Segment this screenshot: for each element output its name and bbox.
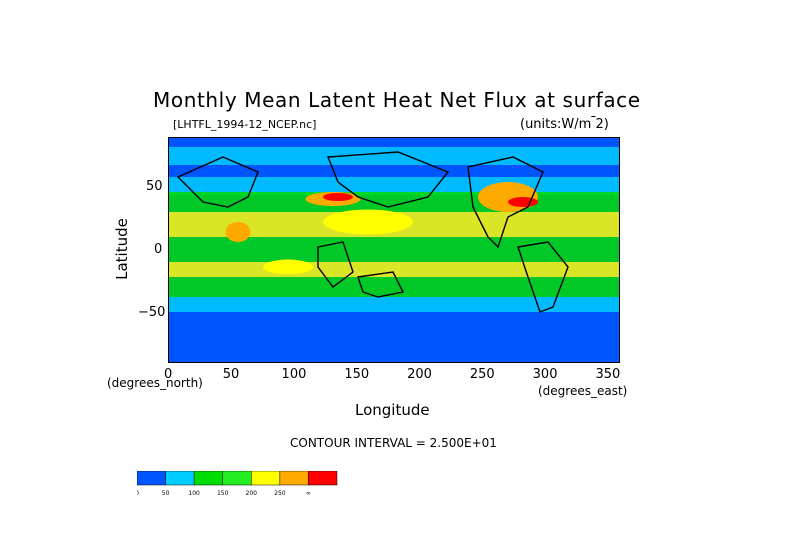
plot-frame	[168, 137, 620, 363]
field-patch	[323, 209, 413, 235]
colorbar-swatch	[308, 471, 338, 486]
colorbar-swatch	[165, 471, 195, 486]
field-band	[168, 297, 620, 312]
colorbar-tick-label: 100	[188, 490, 200, 497]
heatmap-plot	[168, 137, 620, 363]
x-tick-label: 100	[281, 367, 307, 382]
y-tick-label: 0	[154, 242, 163, 257]
x-axis-label: Longitude	[355, 401, 430, 419]
field-patch	[225, 222, 251, 242]
colorbar-swatch	[137, 471, 166, 486]
field-patch	[323, 193, 353, 201]
colorbar-tick-label: 0	[137, 490, 139, 497]
x-unit-label: (degrees_east)	[538, 384, 628, 398]
contour-interval-label: CONTOUR INTERVAL = 2.500E+01	[290, 436, 497, 450]
continent-outline	[317, 241, 354, 288]
colorbar-swatch	[193, 471, 223, 486]
y-axis-label: Latitude	[113, 218, 131, 280]
colorbar-tick-label: 150	[217, 490, 229, 497]
field-band	[168, 192, 620, 212]
colorbar: 0 50 100 150 200 250 ∞	[137, 471, 338, 497]
units-label: (units:W/m 2)	[520, 117, 609, 132]
field-patch	[478, 182, 538, 212]
field-band	[168, 277, 620, 297]
colorbar-swatch	[251, 471, 281, 486]
continent-outline	[517, 241, 569, 313]
x-tick-label: 0	[164, 367, 173, 382]
y-unit-label: (degrees_north)	[107, 376, 203, 390]
continent-outline	[357, 271, 405, 298]
colorbar-tick-label: 200	[246, 490, 258, 497]
colorbar-swatch	[222, 471, 252, 486]
field-band	[168, 237, 620, 262]
continent-outline	[326, 151, 450, 208]
continent-outline	[467, 156, 544, 249]
colorbar-tick-label: ∞	[306, 490, 311, 497]
field-band	[168, 147, 620, 165]
x-tick-label: 300	[532, 367, 558, 382]
x-tick-label: 200	[407, 367, 432, 382]
field-patch	[508, 197, 538, 207]
x-tick-label: 150	[344, 367, 370, 382]
x-tick-label: 50	[222, 367, 240, 382]
colorbar-tick-label: 250	[274, 490, 286, 497]
x-tick-label: 350	[595, 367, 621, 382]
y-tick-label: −50	[138, 304, 166, 320]
file-label: [LHTFL_1994-12_NCEP.nc]	[173, 118, 317, 131]
chart-title: Monthly Mean Latent Heat Net Flux at sur…	[153, 88, 641, 112]
y-tick-label: 50	[146, 179, 163, 195]
field-patch	[263, 259, 313, 275]
colorbar-tick-label: 50	[162, 490, 170, 497]
continent-outline	[176, 156, 259, 208]
colorbar-swatch	[279, 471, 309, 486]
x-tick-label: 250	[469, 367, 495, 382]
